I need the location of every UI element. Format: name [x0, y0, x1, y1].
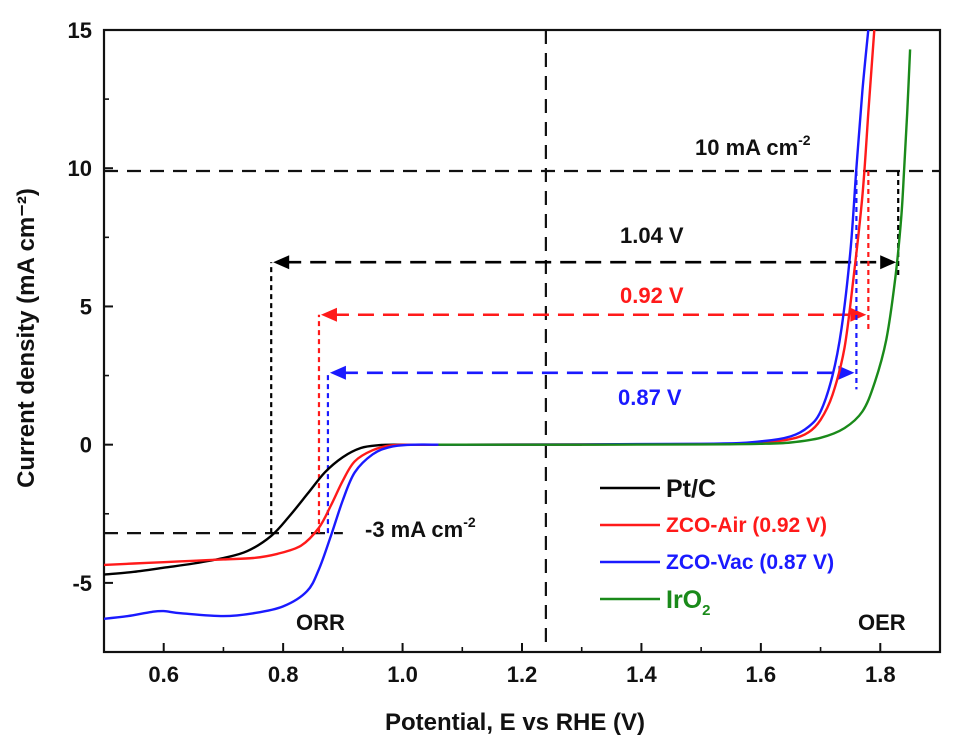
legend-label: IrO2	[666, 586, 710, 619]
annotation-minus3-ma: -3 mA cm-2	[365, 514, 476, 542]
series-line-2	[104, 30, 870, 620]
series-line-3	[438, 49, 912, 446]
gap-label-blue: 0.87 V	[618, 385, 682, 410]
region-label-oer: OER	[858, 610, 906, 635]
gap-label-red: 0.92 V	[620, 283, 684, 308]
region-label-orr: ORR	[296, 610, 345, 635]
gap-arrowhead-left	[329, 365, 346, 380]
x-tick-label: 1.0	[387, 662, 418, 687]
legend-label-main: IrO	[666, 586, 702, 614]
legend-label: ZCO-Air (0.92 V)	[666, 514, 827, 537]
y-tick-label: 0	[80, 433, 92, 458]
x-tick-label: 1.2	[507, 662, 538, 687]
legend-label: ZCO-Vac (0.87 V)	[666, 551, 834, 574]
gap-label-black: 1.04 V	[620, 223, 684, 248]
x-tick-label: 1.6	[746, 662, 777, 687]
legend-label-main: ZCO-Vac (0.87 V)	[666, 551, 834, 574]
y-tick-label: -5	[72, 571, 92, 596]
x-tick-label: 0.6	[148, 662, 179, 687]
annotation-ten-ma: 10 mA cm-2	[695, 132, 811, 160]
y-tick-label: 15	[68, 18, 92, 43]
x-axis-title: Potential, E vs RHE (V)	[385, 709, 645, 736]
gap-arrowhead-left	[273, 255, 290, 270]
legend: Pt/C ZCO-Air (0.92 V) ZCO-Vac (0.87 V) IrO2	[600, 475, 834, 619]
gap-markers	[270, 170, 900, 534]
gap-arrowhead-right	[850, 307, 867, 322]
y-tick-label: 5	[80, 294, 92, 319]
axis-ticks: 0.6 0.8 1.0 1.2 1.4 1.6 1.8 -5 0 5 10 15	[68, 18, 941, 687]
x-tick-label: 1.8	[865, 662, 896, 687]
legend-label-sub: 2	[702, 602, 710, 619]
y-axis-title: Current density (mA cm⁻²)	[13, 188, 40, 488]
y-tick-label: 10	[68, 156, 92, 181]
legend-label: Pt/C	[666, 475, 716, 503]
reference-lines	[104, 30, 940, 652]
gap-arrowhead-left	[320, 307, 337, 322]
annotation-ten-ma-sup: -2	[798, 132, 811, 148]
gap-arrowhead-right	[838, 365, 855, 380]
annotation-minus3-ma-sup: -2	[463, 514, 476, 530]
x-tick-label: 0.8	[268, 662, 299, 687]
legend-label-main: ZCO-Air (0.92 V)	[666, 514, 827, 537]
x-tick-label: 1.4	[626, 662, 657, 687]
legend-label-main: Pt/C	[666, 475, 716, 503]
gap-arrowhead-right	[880, 255, 897, 270]
series-layer	[104, 30, 912, 620]
